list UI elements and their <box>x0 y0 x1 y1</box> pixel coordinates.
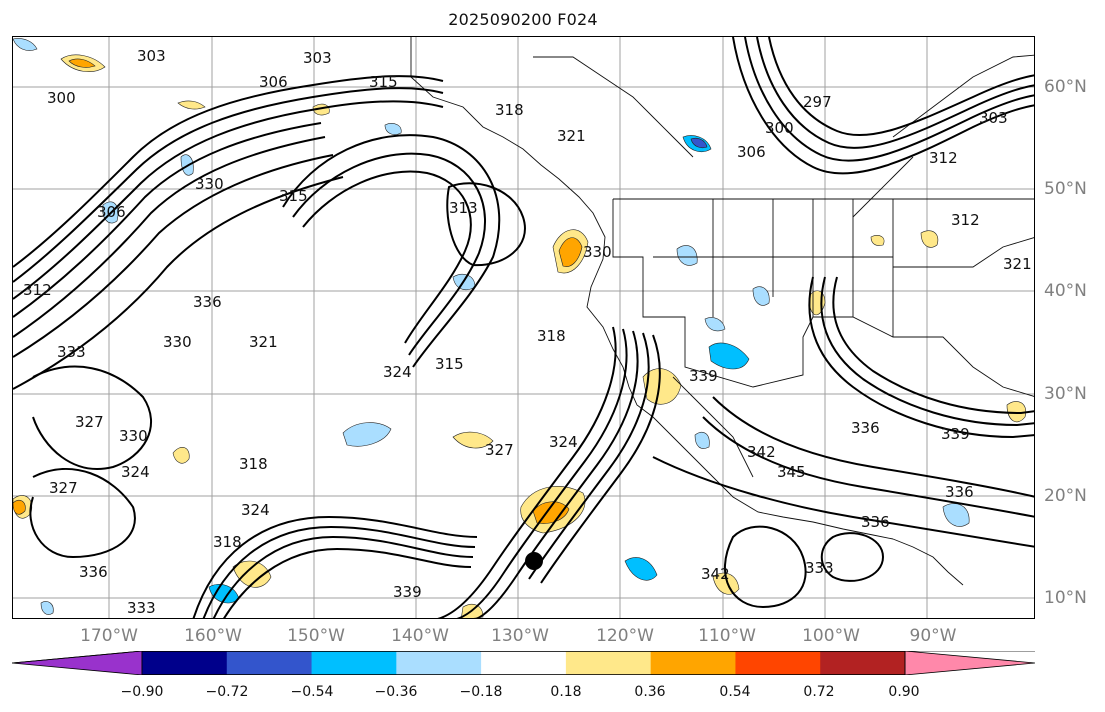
lon-label-170w: 170°W <box>80 626 138 646</box>
graticule <box>13 37 1034 618</box>
contour-label: 336 <box>945 483 974 501</box>
contour-label: 306 <box>259 73 288 91</box>
lon-label-110w: 110°W <box>698 626 756 646</box>
contour-label: 312 <box>23 281 52 299</box>
contour-label: 327 <box>485 441 514 459</box>
contour-label: 318 <box>495 101 524 119</box>
isentropic-contours <box>13 37 1034 618</box>
contour-label: 333 <box>805 559 834 577</box>
colorbar-outline <box>141 651 906 675</box>
colorbar-tick-label: 0.36 <box>634 684 666 700</box>
lat-label-20n: 20°N <box>1044 486 1087 506</box>
storm-center-marker <box>525 552 543 570</box>
colorbar-segment <box>311 651 397 675</box>
lon-label-130w: 130°W <box>491 626 549 646</box>
contour-label: 327 <box>75 413 104 431</box>
colorbar-tick-label: −0.36 <box>374 684 418 700</box>
contour-label: 324 <box>121 463 150 481</box>
contour-label: 303 <box>137 47 166 65</box>
contour-label: 318 <box>213 533 242 551</box>
colorbar <box>12 651 1035 675</box>
contour-label: 324 <box>383 363 412 381</box>
contour-label: 313 <box>449 199 478 217</box>
colorbar-segment <box>396 651 482 675</box>
colorbar-segment <box>226 651 313 675</box>
contour-label: 306 <box>737 143 766 161</box>
colorbar-segment <box>735 651 821 675</box>
colorbar-extend-high <box>904 651 1035 675</box>
contour-label: 339 <box>689 367 718 385</box>
colorbar-segment <box>481 651 567 675</box>
lat-label-30n: 30°N <box>1044 384 1087 404</box>
shading-patches <box>13 38 1027 618</box>
contour-label: 300 <box>47 89 76 107</box>
lat-label-60n: 60°N <box>1044 77 1087 97</box>
contour-label: 321 <box>249 333 278 351</box>
colorbar-segment <box>565 651 652 675</box>
lat-label-10n: 10°N <box>1044 588 1087 608</box>
contour-label: 303 <box>303 49 332 67</box>
contour-label: 333 <box>57 343 86 361</box>
contour-label: 330 <box>119 427 148 445</box>
lat-label-40n: 40°N <box>1044 281 1087 301</box>
colorbar-segments <box>12 651 1035 675</box>
contour-label: 318 <box>537 327 566 345</box>
contour-label: 318 <box>239 455 268 473</box>
contour-labels: 303 306 300 315 303 318 321 300 297 306 … <box>23 47 1032 617</box>
contour-label: 342 <box>747 443 776 461</box>
contour-label: 297 <box>803 93 832 111</box>
lon-label-160w: 160°W <box>184 626 242 646</box>
contour-label: 330 <box>195 175 224 193</box>
contour-label: 315 <box>369 73 398 91</box>
colorbar-tick-label: 0.54 <box>719 684 751 700</box>
contour-label: 333 <box>127 599 156 617</box>
contour-label: 321 <box>557 127 586 145</box>
colorbar-tick-label: −0.18 <box>459 684 503 700</box>
contour-label: 321 <box>1003 255 1032 273</box>
contour-label: 336 <box>861 513 890 531</box>
contour-label: 339 <box>941 425 970 443</box>
colorbar-tick-label: 0.18 <box>550 684 582 700</box>
colorbar-segment <box>142 651 228 675</box>
colorbar-tick-label: 0.72 <box>803 684 835 700</box>
colorbar-segment <box>820 651 906 675</box>
lon-label-90w: 90°W <box>909 626 957 646</box>
coastlines <box>410 37 1034 586</box>
contour-label: 330 <box>583 243 612 261</box>
colorbar-tick-label: −0.90 <box>120 684 164 700</box>
contour-label: 312 <box>929 149 958 167</box>
lon-label-120w: 120°W <box>596 626 654 646</box>
contour-label: 315 <box>279 187 308 205</box>
lat-label-50n: 50°N <box>1044 179 1087 199</box>
contour-label: 324 <box>549 433 578 451</box>
contour-label: 327 <box>49 479 78 497</box>
contour-label: 336 <box>193 293 222 311</box>
lon-label-150w: 150°W <box>287 626 345 646</box>
contour-label: 306 <box>97 203 126 221</box>
colorbar-tick-label: 0.90 <box>888 684 920 700</box>
contour-label: 300 <box>765 119 794 137</box>
map-panel[interactable]: 303 306 300 315 303 318 321 300 297 306 … <box>12 36 1035 619</box>
colorbar-tick-label: −0.54 <box>290 684 334 700</box>
contour-label: 324 <box>241 501 270 519</box>
contour-label: 339 <box>393 583 422 601</box>
contour-label: 336 <box>79 563 108 581</box>
contour-label: 303 <box>979 109 1008 127</box>
colorbar-extend-low <box>12 651 143 675</box>
contour-label: 330 <box>163 333 192 351</box>
contour-label: 315 <box>435 355 464 373</box>
colorbar-segment <box>650 651 736 675</box>
lon-label-100w: 100°W <box>802 626 860 646</box>
contour-label: 312 <box>951 211 980 229</box>
contour-label: 342 <box>701 565 730 583</box>
contour-label: 336 <box>851 419 880 437</box>
contour-label: 345 <box>777 463 806 481</box>
colorbar-tick-label: −0.72 <box>205 684 249 700</box>
map-title: 2025090200 F024 <box>448 10 598 29</box>
map-canvas: 303 306 300 315 303 318 321 300 297 306 … <box>13 37 1034 618</box>
lon-label-140w: 140°W <box>391 626 449 646</box>
